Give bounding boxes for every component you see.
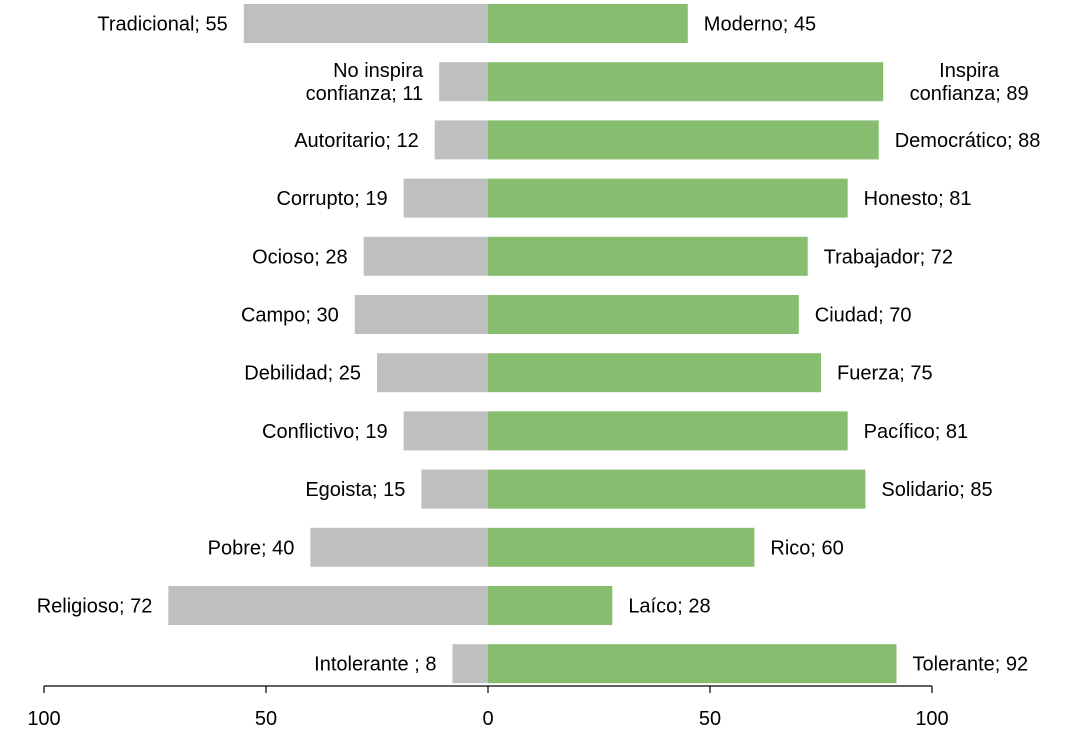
bar-right-label: Tolerante; 92 (912, 654, 1028, 676)
bar-right-label: Honesto; 81 (864, 188, 972, 210)
bar-left-label-line: Ocioso; 28 (252, 246, 348, 268)
bar-right (488, 295, 799, 334)
bar-left-label-line: Corrupto; 19 (276, 188, 387, 210)
bar-left (310, 527, 488, 567)
bar-left-label-line: confianza; 11 (306, 83, 424, 105)
bar-left-label-line: Pobre; 40 (208, 537, 295, 559)
bar-left (452, 644, 488, 684)
bar-left-label-line: Egoista; 15 (305, 479, 405, 501)
bar-left (403, 411, 488, 451)
bar-right-label: Moderno; 45 (704, 14, 816, 36)
bar-left (168, 586, 488, 625)
bar-left-label: Corrupto; 19 (276, 188, 387, 210)
bar-right (488, 178, 848, 218)
bar-right-label: Ciudad; 70 (815, 305, 912, 327)
bar-left (403, 178, 488, 218)
bar-left-label: No inspira confianza; 11 (306, 60, 424, 105)
bar-right (488, 120, 879, 160)
bar-right-label: Democrático; 88 (895, 130, 1041, 152)
x-tick-label: 100 (27, 708, 60, 730)
bar-right-label-line: confianza; 89 (910, 83, 1029, 105)
bar-left-label-line: Autoritario; 12 (294, 130, 419, 152)
bars-layer (168, 4, 897, 684)
bar-right-label: Laíco; 28 (628, 596, 710, 618)
bar-left-label: Tradicional; 55 (97, 14, 227, 36)
bar-right-label-line: Inspira (939, 60, 1000, 82)
bar-right (488, 411, 848, 451)
bar-right (488, 236, 808, 276)
bar-right (488, 644, 897, 684)
bar-right-label: Trabajador; 72 (824, 246, 953, 268)
bar-right-label-line: Trabajador; 72 (824, 246, 953, 268)
bar-left (243, 4, 488, 43)
bar-right-label-line: Pacífico; 81 (864, 421, 969, 443)
bar-left-label: Autoritario; 12 (294, 130, 419, 152)
bar-right-label: Rico; 60 (770, 537, 843, 559)
bar-left-label-line: Debilidad; 25 (244, 363, 361, 385)
x-tick-label: 50 (699, 708, 721, 730)
bar-right (488, 62, 884, 102)
bar-right-label: Pacífico; 81 (864, 421, 969, 443)
bar-right-label-line: Democrático; 88 (895, 130, 1041, 152)
bar-left-label: Debilidad; 25 (244, 363, 361, 385)
bar-left-label: Ocioso; 28 (252, 246, 348, 268)
bar-left (377, 353, 488, 393)
bar-right-label-line: Solidario; 85 (881, 479, 992, 501)
bar-left-label: Intolerante ; 8 (314, 654, 436, 676)
x-tick-label: 100 (915, 708, 948, 730)
bar-right-label-line: Ciudad; 70 (815, 305, 912, 327)
bar-left-label-line: Campo; 30 (241, 305, 339, 327)
bar-left-label-line: No inspira (333, 60, 424, 82)
bar-right (488, 469, 866, 509)
bar-right-label-line: Fuerza; 75 (837, 363, 933, 385)
bar-left (421, 469, 488, 509)
bar-right-label: Inspira confianza; 89 (910, 60, 1029, 105)
bar-right-label-line: Laíco; 28 (628, 596, 710, 618)
x-axis: 100 50 0 50 100 (27, 685, 949, 730)
bar-left-label-line: Intolerante ; 8 (314, 654, 436, 676)
x-tick-label: 0 (482, 708, 493, 730)
bar-left-label: Pobre; 40 (208, 537, 295, 559)
bar-right-label-line: Moderno; 45 (704, 14, 816, 36)
bar-right-label: Solidario; 85 (881, 479, 992, 501)
bar-right-label-line: Tolerante; 92 (912, 654, 1028, 676)
bar-left (439, 62, 488, 102)
bar-left-label: Religioso; 72 (37, 596, 153, 618)
bar-right (488, 527, 755, 567)
x-tick-label: 50 (255, 708, 277, 730)
bar-left (363, 236, 488, 276)
bar-left-label: Campo; 30 (241, 305, 339, 327)
bar-left (354, 295, 488, 334)
bar-left-label-line: Conflictivo; 19 (262, 421, 388, 443)
bar-left-label: Egoista; 15 (305, 479, 405, 501)
bar-left-label: Conflictivo; 19 (262, 421, 388, 443)
bar-right (488, 353, 821, 393)
bar-right-label-line: Honesto; 81 (864, 188, 972, 210)
bar-right (488, 586, 613, 625)
bar-right-label-line: Rico; 60 (770, 537, 843, 559)
bar-left-label-line: Tradicional; 55 (97, 14, 227, 36)
bar-left-label-line: Religioso; 72 (37, 596, 153, 618)
bar-left (434, 120, 488, 160)
bar-right-label: Fuerza; 75 (837, 363, 933, 385)
bar-right (488, 4, 688, 43)
